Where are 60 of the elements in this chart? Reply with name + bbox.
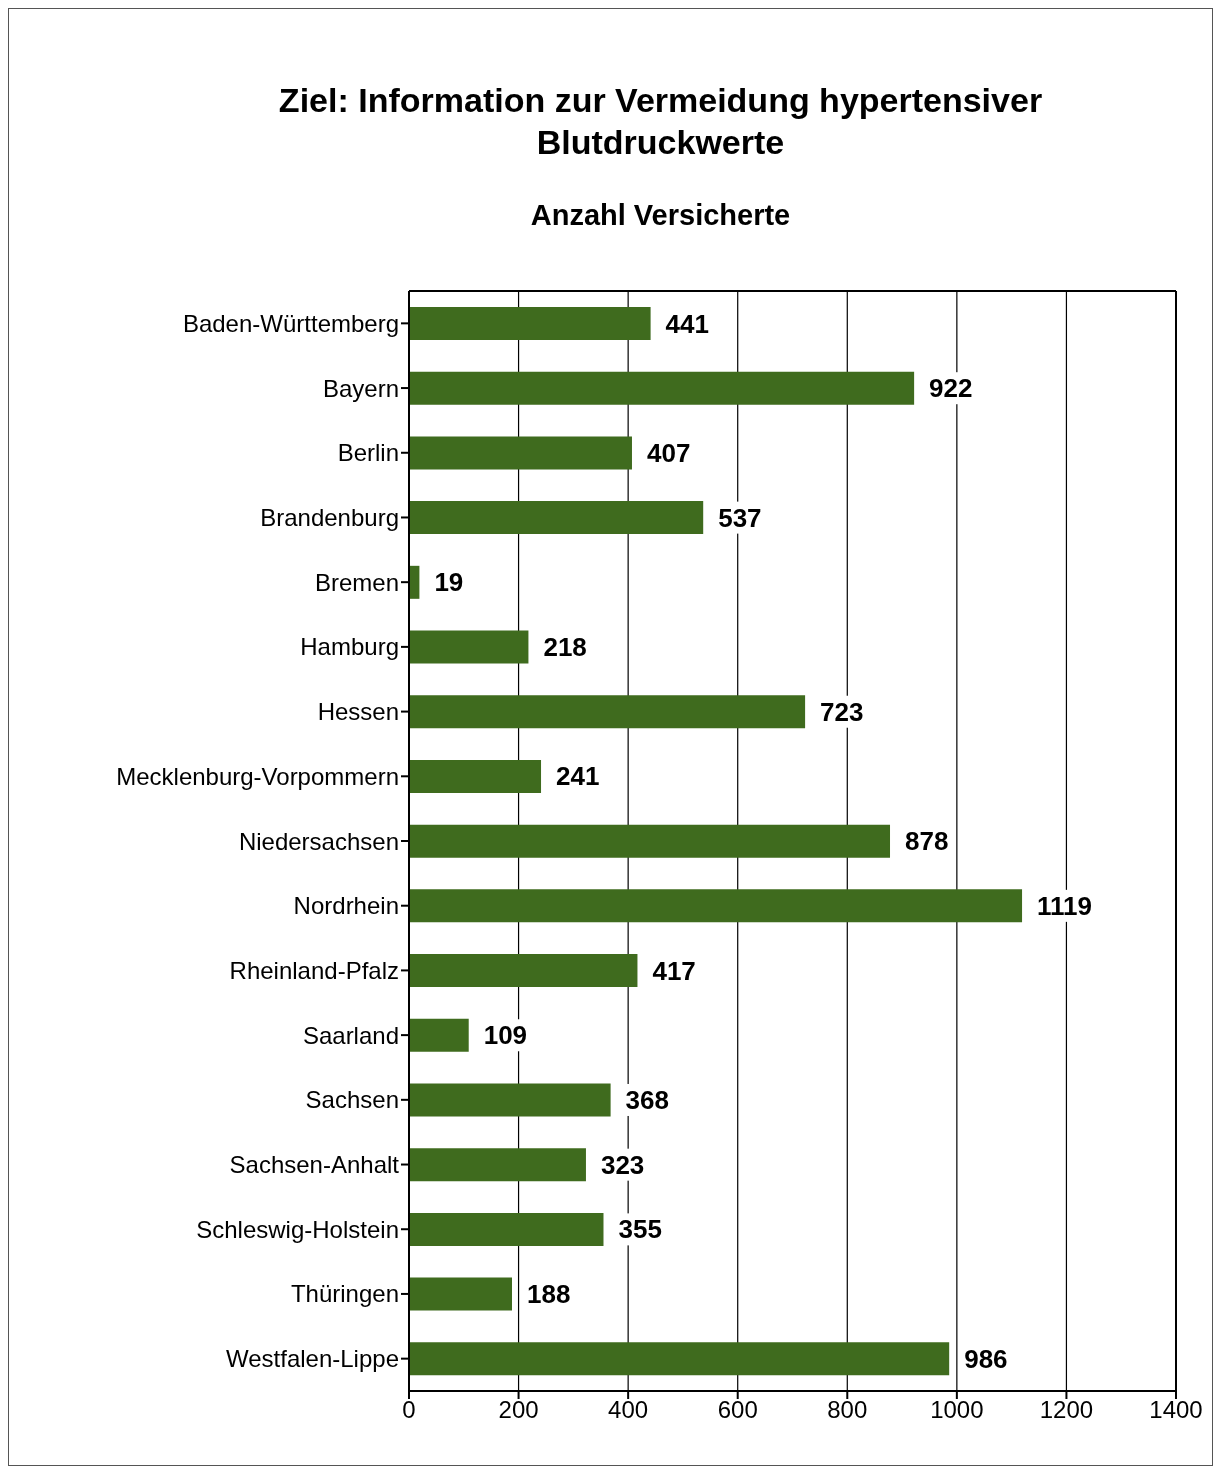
x-tick-label: 1200 xyxy=(1039,1396,1094,1424)
bar xyxy=(409,1342,950,1376)
data-label: 878 xyxy=(905,826,949,857)
data-label: 1119 xyxy=(1037,890,1093,921)
x-tick-label: 1400 xyxy=(1149,1396,1203,1424)
data-label: 323 xyxy=(600,1149,645,1180)
y-tick-label: Mecklenburg-Vorpommern xyxy=(116,762,399,790)
y-tick-label: Baden-Württemberg xyxy=(182,309,399,337)
y-tick-label: Hessen xyxy=(317,698,399,726)
data-label: 188 xyxy=(527,1279,571,1310)
y-tick-label: Brandenburg xyxy=(260,503,399,531)
bar xyxy=(409,501,704,535)
bar xyxy=(409,889,1023,923)
bar xyxy=(409,759,542,793)
data-label: 368 xyxy=(625,1084,669,1115)
bar xyxy=(409,824,891,858)
y-tick-label: Berlin xyxy=(337,439,399,467)
y-tick-label: Nordrhein xyxy=(293,892,399,920)
y-tick-label: Sachsen xyxy=(305,1086,399,1114)
bar xyxy=(409,1212,604,1246)
bar xyxy=(409,371,915,405)
chart-subtitle: Anzahl Versicherte xyxy=(530,199,791,231)
data-label: 417 xyxy=(652,955,696,986)
bar xyxy=(409,307,651,340)
bar xyxy=(409,1148,586,1182)
bar xyxy=(409,1277,512,1311)
x-tick-label: 200 xyxy=(498,1396,539,1424)
y-tick-label: Westfalen-Lippe xyxy=(226,1345,399,1373)
data-label: 355 xyxy=(618,1214,662,1245)
bar xyxy=(409,436,632,470)
y-tick-label: Bremen xyxy=(314,568,399,596)
bar xyxy=(409,954,638,988)
y-tick-label: Rheinland-Pfalz xyxy=(229,956,399,984)
x-tick-label: 1000 xyxy=(930,1396,984,1424)
y-tick-label: Hamburg xyxy=(300,633,399,661)
x-tick-label: 800 xyxy=(827,1396,868,1424)
data-label: 723 xyxy=(820,696,864,727)
bar xyxy=(409,1018,469,1052)
y-tick-label: Schleswig-Holstein xyxy=(196,1215,399,1243)
x-tick-label: 600 xyxy=(717,1396,758,1424)
data-label: 19 xyxy=(434,567,464,598)
data-label: 109 xyxy=(483,1020,528,1051)
x-tick-label: 400 xyxy=(608,1396,649,1424)
bar xyxy=(409,630,529,664)
y-tick-label: Thüringen xyxy=(290,1280,399,1308)
data-label: 922 xyxy=(929,373,973,404)
data-label: 986 xyxy=(964,1343,1008,1374)
bar xyxy=(409,1083,611,1117)
chart-title: Ziel: Information zur Vermeidung hypertensiver Blutdruckwerte xyxy=(278,81,1043,161)
y-tick-label: Bayern xyxy=(322,374,399,402)
y-tick-label: Sachsen-Anhalt xyxy=(229,1151,400,1179)
bar xyxy=(409,695,806,729)
y-tick-label: Saarland xyxy=(302,1021,399,1049)
data-label: 241 xyxy=(556,761,600,792)
data-label: 218 xyxy=(543,632,587,663)
data-label: 407 xyxy=(646,437,691,468)
data-label: 441 xyxy=(665,308,709,339)
data-label: 537 xyxy=(718,502,762,533)
y-tick-label: Niedersachsen xyxy=(238,827,399,855)
x-tick-label: 0 xyxy=(402,1396,416,1424)
